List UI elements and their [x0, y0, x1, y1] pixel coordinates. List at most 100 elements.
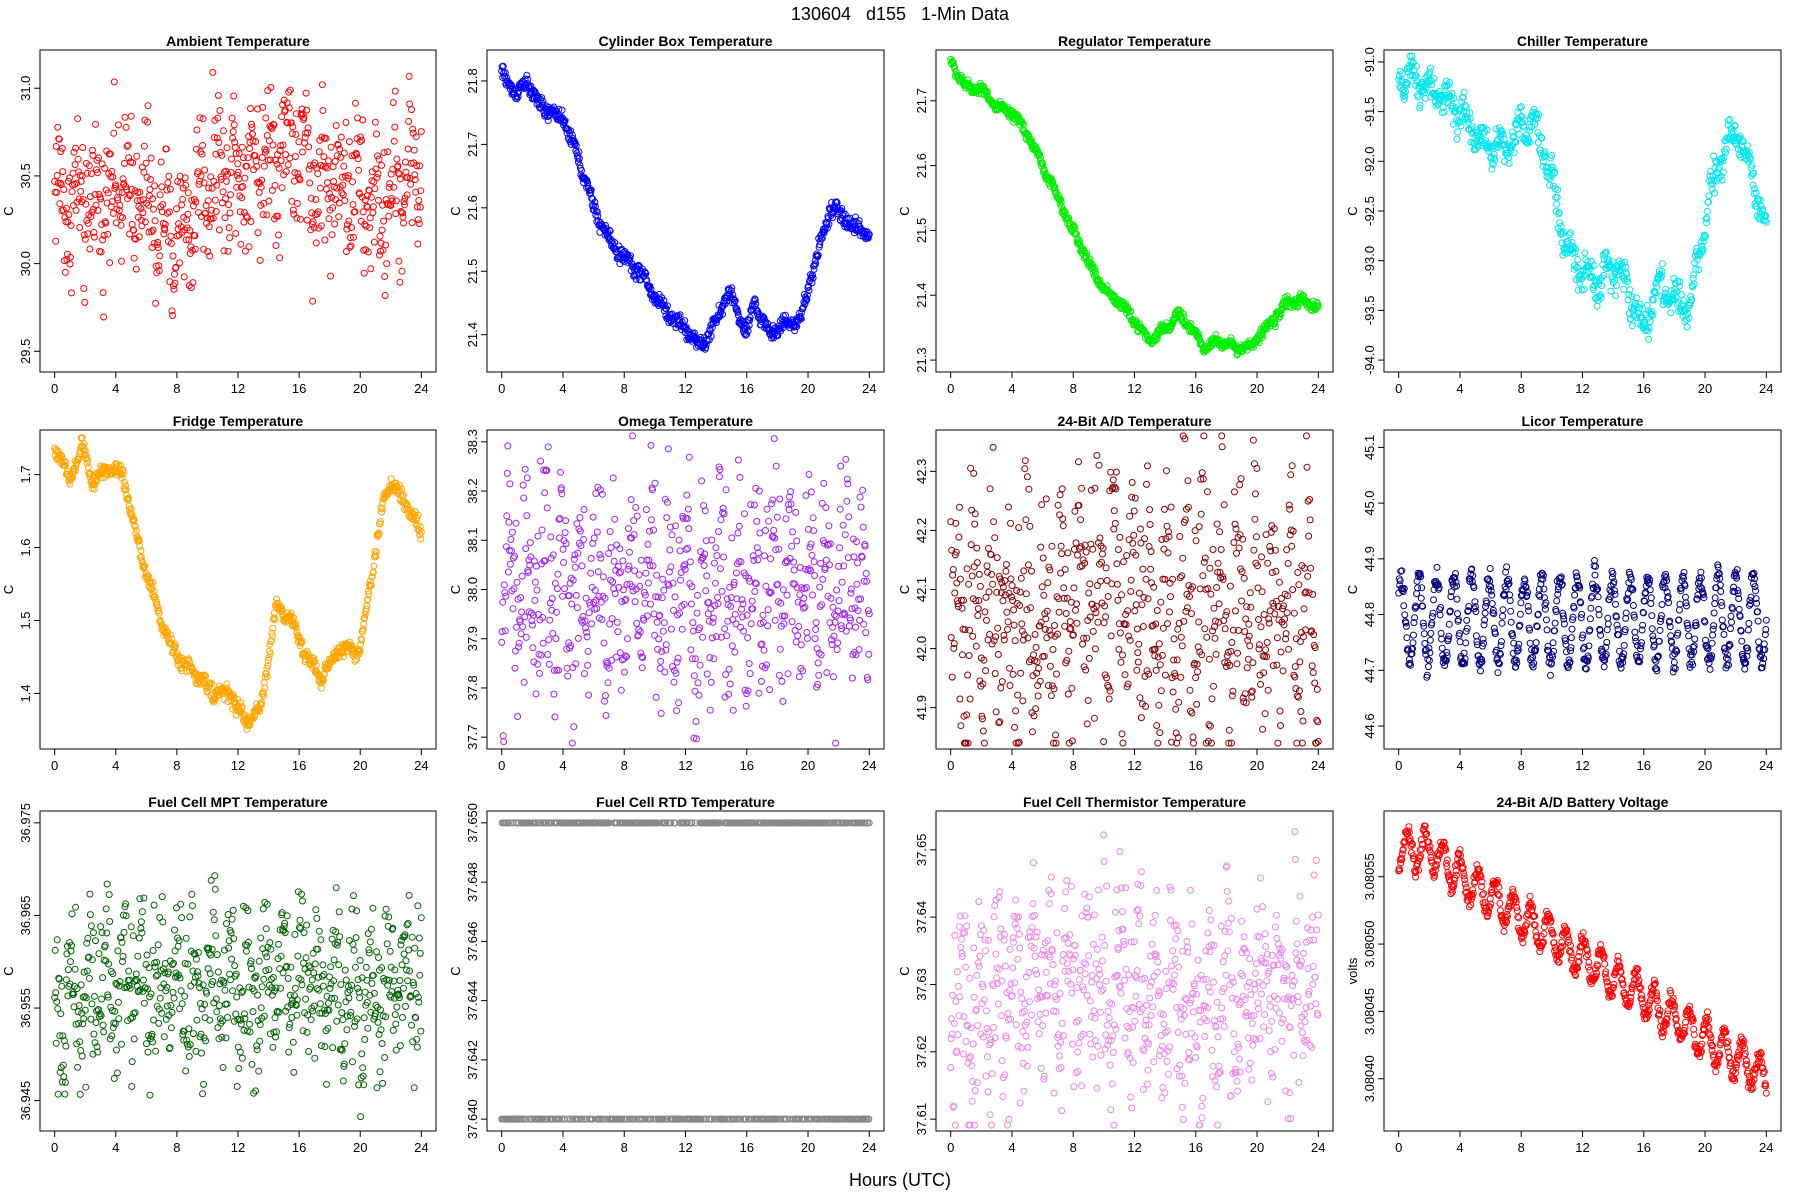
data-point — [521, 679, 527, 685]
data-point — [1180, 555, 1186, 561]
data-point — [1014, 588, 1020, 594]
data-point — [713, 545, 719, 551]
data-point — [367, 225, 373, 231]
data-point — [177, 260, 183, 266]
y-tick-label: 38.3 — [465, 429, 480, 454]
data-point — [540, 640, 546, 646]
panel-0: Ambient TemperatureC0 4 8 12 16 20 2429.530.03… — [1, 33, 436, 396]
data-point — [307, 180, 313, 186]
data-point — [507, 561, 513, 567]
data-point — [793, 509, 799, 515]
data-point — [1038, 544, 1044, 550]
data-point — [843, 456, 849, 462]
data-point — [966, 653, 972, 659]
data-point — [133, 266, 139, 272]
data-point — [229, 156, 235, 162]
data-point — [691, 673, 697, 679]
data-point — [503, 593, 509, 599]
data-point — [1178, 674, 1184, 680]
data-point — [538, 458, 544, 464]
x-tick-label: 12 — [1127, 758, 1141, 773]
data-point — [755, 557, 761, 563]
data-point — [612, 516, 618, 522]
x-tick-label: 24 — [1311, 758, 1325, 773]
data-point — [586, 692, 592, 698]
data-point — [212, 197, 218, 203]
data-point — [735, 457, 741, 463]
data-point — [552, 714, 558, 720]
data-point — [170, 253, 176, 259]
data-point — [665, 446, 671, 452]
data-point — [969, 507, 975, 513]
data-point — [684, 492, 690, 498]
data-point — [1130, 540, 1136, 546]
data-point — [391, 138, 397, 144]
data-point — [547, 617, 553, 623]
data-point — [520, 624, 526, 630]
data-point — [798, 642, 804, 648]
data-point — [1136, 641, 1142, 647]
data-point — [134, 153, 140, 159]
data-point — [263, 115, 269, 121]
data-point — [575, 635, 581, 641]
data-point — [594, 529, 600, 535]
data-point — [785, 671, 791, 677]
data-point — [372, 186, 378, 192]
data-point — [975, 606, 981, 612]
y-tick-label: 21.5 — [465, 259, 480, 284]
data-point — [1184, 605, 1190, 611]
panel-title: Ambient Temperature — [166, 33, 310, 49]
data-point — [601, 640, 607, 646]
data-point — [85, 231, 91, 237]
data-point — [111, 79, 117, 85]
data-point — [707, 707, 713, 713]
data-point — [1059, 551, 1065, 557]
data-point — [790, 529, 796, 535]
x-tick-label: 24 — [1311, 381, 1325, 396]
data-point — [1750, 182, 1756, 188]
data-point — [1041, 592, 1047, 598]
data-point — [1106, 684, 1112, 690]
data-point — [236, 176, 242, 182]
data-point — [658, 710, 664, 716]
data-point — [614, 619, 620, 625]
data-point — [360, 117, 366, 123]
data-point — [512, 553, 518, 559]
data-point — [1168, 594, 1174, 600]
data-point — [602, 698, 608, 704]
data-point — [999, 679, 1005, 685]
x-tick-label: 8 — [1518, 381, 1525, 396]
x-tick-label: 12 — [678, 758, 692, 773]
data-point — [742, 511, 748, 517]
data-point — [555, 571, 561, 577]
data-point — [645, 580, 651, 586]
data-point — [560, 546, 566, 552]
data-point — [795, 633, 801, 639]
data-point — [53, 238, 59, 244]
panel-title: Cylinder Box Temperature — [598, 33, 772, 49]
y-tick-label: 21.7 — [465, 132, 480, 157]
data-point — [242, 175, 248, 181]
data-point — [833, 740, 839, 746]
data-point — [1075, 552, 1081, 558]
x-tick-label: 16 — [1637, 381, 1651, 396]
x-tick-label: 20 — [1250, 758, 1264, 773]
data-point — [674, 708, 680, 714]
data-point — [1140, 566, 1146, 572]
data-point — [607, 529, 613, 535]
panel-title: Omega Temperature — [618, 413, 753, 429]
data-point — [679, 626, 685, 632]
data-point — [732, 649, 738, 655]
data-point — [1170, 689, 1176, 695]
data-point — [1455, 129, 1461, 135]
data-point — [1165, 550, 1171, 556]
data-point — [1035, 693, 1041, 699]
data-point — [219, 200, 225, 206]
data-point — [677, 548, 683, 554]
data-point — [101, 314, 107, 320]
data-point — [561, 560, 567, 566]
data-point — [768, 556, 774, 562]
data-point — [384, 261, 390, 267]
data-point — [316, 149, 322, 155]
data-point — [699, 478, 705, 484]
